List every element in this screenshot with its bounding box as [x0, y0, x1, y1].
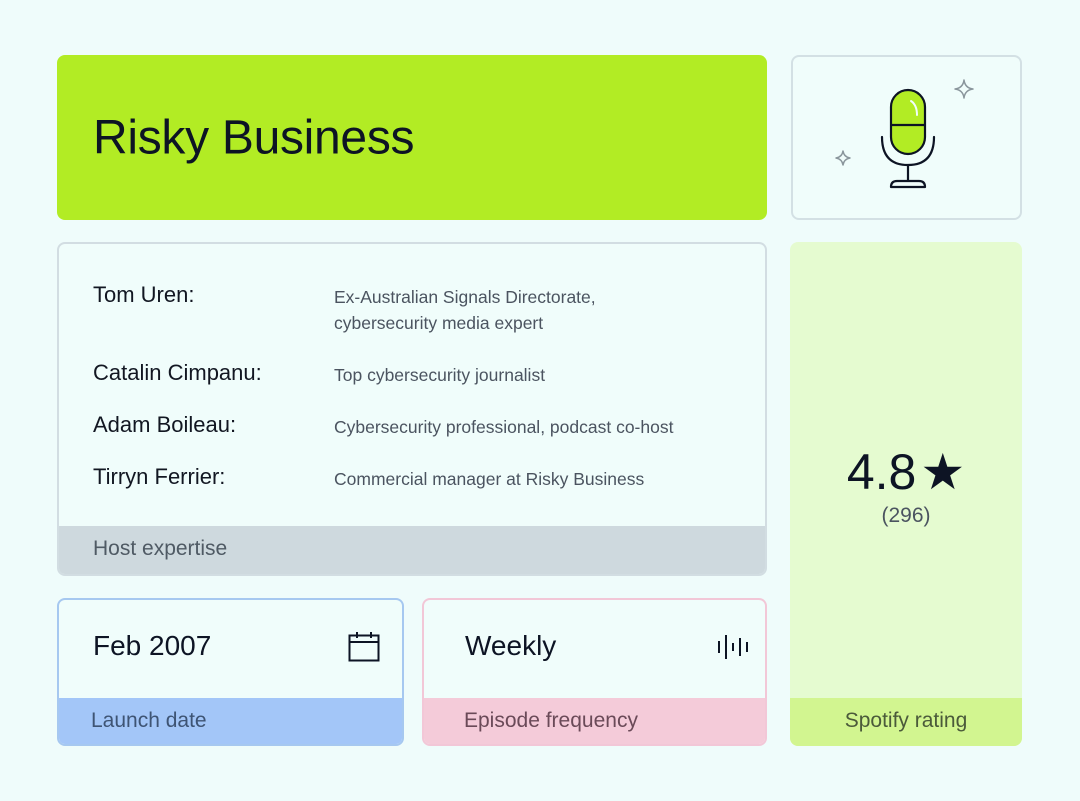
episode-frequency-value: Weekly — [465, 630, 557, 661]
calendar-icon — [348, 632, 380, 662]
host-description: Commercial manager at Risky Business — [334, 469, 645, 489]
microphone-card — [791, 55, 1022, 220]
rating-card: 4.8★ (296) Spotify rating — [790, 242, 1022, 746]
episode-frequency-card: Weekly Episode frequency — [422, 598, 767, 746]
rating-count: (296) — [881, 504, 931, 527]
launch-date-value: Feb 2007 — [93, 630, 212, 661]
launch-date-card: Feb 2007 Launch date — [57, 598, 404, 746]
host-description: Cybersecurity professional, podcast co-h… — [334, 417, 674, 437]
podcast-title: Risky Business — [93, 111, 415, 164]
sparkle-icon — [835, 150, 851, 166]
host-name: Adam Boileau: — [93, 412, 237, 437]
audio-wave-icon — [718, 635, 748, 659]
star-icon: ★ — [920, 444, 966, 500]
launch-date-label: Launch date — [59, 698, 402, 744]
sparkle-icon — [954, 79, 974, 99]
host-description: Ex-Australian Signals Directorate, cyber… — [334, 287, 596, 333]
microphone-icon — [835, 79, 974, 189]
rating-footer-label: Spotify rating — [790, 698, 1022, 746]
rating-number: 4.8 — [846, 444, 917, 500]
host-description: Top cybersecurity journalist — [334, 365, 546, 385]
host-name: Catalin Cimpanu: — [93, 360, 262, 385]
hosts-footer-label: Host expertise — [59, 526, 765, 574]
episode-frequency-label: Episode frequency — [424, 698, 765, 744]
title-card: Risky Business — [57, 55, 767, 220]
hosts-card: Tom Uren: Ex-Australian Signals Director… — [57, 242, 767, 576]
host-name: Tirryn Ferrier: — [93, 464, 226, 489]
host-name: Tom Uren: — [93, 282, 195, 307]
rating-value: 4.8★ — [790, 442, 1022, 502]
